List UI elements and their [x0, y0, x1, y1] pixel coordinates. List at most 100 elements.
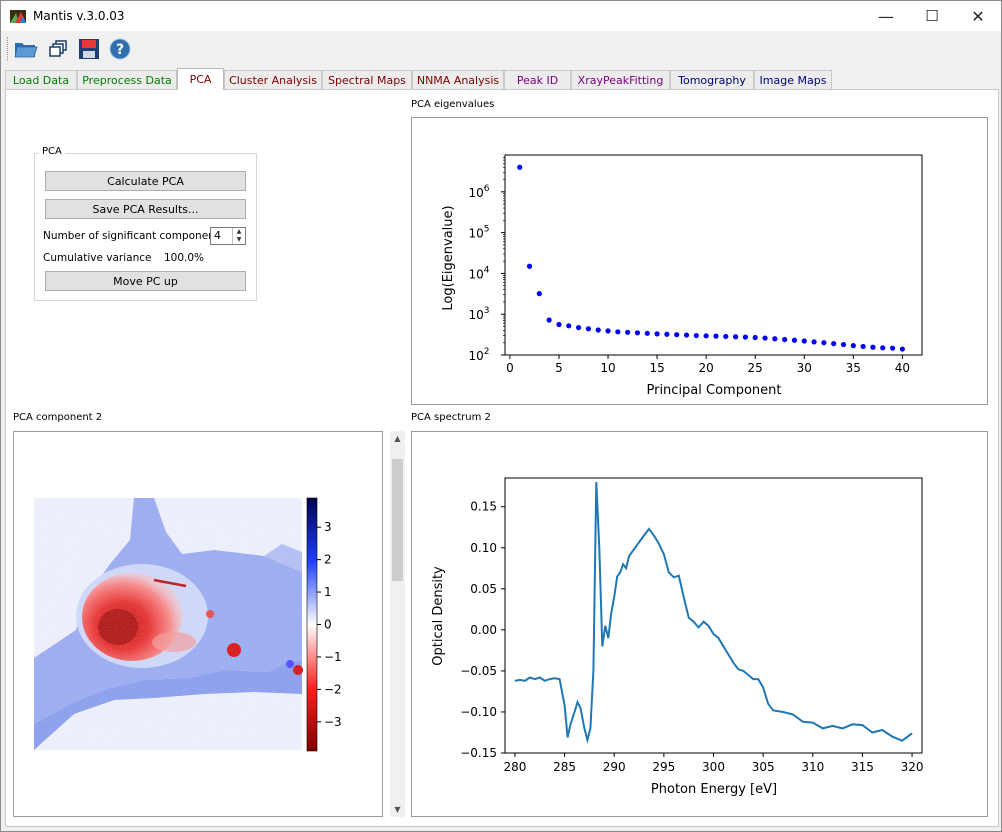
- eigen-point: [831, 341, 837, 347]
- colorbar-tick-label: 0: [324, 618, 332, 632]
- eigen-xtick-label: 15: [649, 361, 664, 375]
- eigen-point: [517, 164, 523, 170]
- eigen-ytick-label: 106: [468, 184, 489, 200]
- spectrum-ytick-label: 0.00: [470, 623, 497, 637]
- open-folder-button[interactable]: [13, 37, 39, 61]
- eigen-point: [595, 327, 601, 333]
- num-components-spinbox[interactable]: 4 ▲ ▼: [210, 227, 246, 245]
- tab-xray-peak-fitting[interactable]: XrayPeakFitting: [571, 70, 670, 90]
- num-components-value[interactable]: 4: [214, 229, 221, 242]
- eigen-point: [713, 333, 719, 339]
- tab-image-maps[interactable]: Image Maps: [754, 70, 832, 90]
- spectrum-plot-area: [504, 477, 923, 754]
- scroll-down-icon[interactable]: ▼: [394, 805, 401, 814]
- colorbar: [306, 497, 318, 752]
- vertical-scrollbar[interactable]: ▲ ▼: [390, 431, 405, 817]
- spectrum-xtick-label: 290: [603, 760, 626, 774]
- help-icon: ?: [109, 38, 131, 60]
- spectrum-xtick-label: 295: [652, 760, 675, 774]
- eigen-point: [732, 334, 739, 340]
- spin-arrows: ▲ ▼: [232, 228, 245, 244]
- help-button[interactable]: ?: [107, 37, 133, 61]
- mantis-app-icon: [10, 10, 26, 23]
- pca-groupbox: [34, 153, 257, 301]
- open-multiple-button[interactable]: [45, 37, 71, 61]
- tab-pca[interactable]: PCA: [177, 68, 224, 90]
- save-button[interactable]: [76, 37, 102, 61]
- eigen-point: [703, 333, 709, 339]
- colorbar-tick-label: −1: [324, 650, 342, 664]
- eigen-xtick-label: 0: [506, 361, 514, 375]
- move-pc-up-button[interactable]: Move PC up: [45, 271, 246, 291]
- tab-nnma-analysis[interactable]: NNMA Analysis: [412, 70, 504, 90]
- colorbar-tick-label: 1: [324, 585, 332, 599]
- spectrum-xtick-label: 285: [553, 760, 576, 774]
- spin-down-arrow-icon[interactable]: ▼: [236, 236, 242, 243]
- tab-tomography[interactable]: Tomography: [670, 70, 754, 90]
- eigenvalues-panel-title: PCA eigenvalues: [411, 99, 495, 110]
- eigen-point: [899, 346, 905, 352]
- spectrum-ytick-label: −0.10: [460, 705, 497, 719]
- eigen-xtick-label: 20: [699, 361, 714, 375]
- eigenvalues-chart: 0 5 10 15 20 25 30 35 40 102 103 104 105 106 Log(Eige…: [441, 154, 923, 398]
- eigen-point: [664, 331, 670, 337]
- spectrum-chart: 280 285 290 295 300 305 310 315 320 −0.15 −0.10 −0.…: [431, 477, 924, 797]
- cumulative-variance-value: 100.0%: [164, 252, 205, 264]
- eigen-xtick-label: 10: [600, 361, 615, 375]
- eigen-point: [644, 330, 650, 336]
- eigen-ylabel: Log(Eigenvalue): [441, 205, 456, 310]
- eigen-point: [821, 340, 827, 346]
- num-components-label: Number of significant components: [43, 230, 225, 242]
- title-bar: Mantis v.3.0.03 — ☐ ✕: [1, 1, 1001, 31]
- save-disk-icon: [79, 39, 99, 59]
- colorbar-tick-label: −2: [324, 682, 342, 696]
- eigen-point: [634, 330, 641, 336]
- eigen-point: [772, 336, 778, 342]
- tab-load-data[interactable]: Load Data: [5, 70, 77, 90]
- eigen-point: [683, 332, 690, 338]
- calculate-pca-button[interactable]: Calculate PCA: [45, 171, 246, 191]
- spectrum-ytick-label: −0.15: [460, 746, 497, 760]
- tab-preprocess-data[interactable]: Preprocess Data: [77, 70, 177, 90]
- spectrum-ylabel: Optical Density: [431, 566, 446, 666]
- component-image: 3 2 1 0 −1 −2 −3: [34, 497, 342, 752]
- save-pca-results-button[interactable]: Save PCA Results...: [45, 199, 246, 219]
- eigen-xtick-label: 40: [895, 361, 910, 375]
- tab-cluster-analysis[interactable]: Cluster Analysis: [224, 70, 322, 90]
- spectrum-ytick-label: 0.15: [470, 500, 497, 514]
- spectrum-xtick-label: 280: [503, 760, 526, 774]
- spectrum-xtick-label: 300: [702, 760, 725, 774]
- eigen-ytick-label: 104: [468, 265, 489, 281]
- scrollbar-thumb[interactable]: [392, 459, 403, 581]
- eigen-point: [556, 321, 562, 328]
- close-button[interactable]: ✕: [971, 6, 985, 26]
- eigen-point: [850, 342, 856, 349]
- spectrum-xlabel: Photon Energy [eV]: [651, 782, 777, 797]
- svg-text:?: ?: [116, 42, 124, 58]
- eigen-point: [791, 337, 798, 343]
- spectrum-series-line: [514, 482, 913, 744]
- component-image-frame: 3 2 1 0 −1 −2 −3: [13, 431, 383, 817]
- colorbar-tick-label: −3: [324, 715, 342, 729]
- eigen-ytick-label: 105: [468, 225, 489, 241]
- tab-peak-id[interactable]: Peak ID: [504, 70, 571, 90]
- stacked-windows-icon: [49, 40, 67, 57]
- eigen-point: [742, 334, 748, 340]
- eigen-point: [674, 332, 680, 338]
- tab-spectral-maps[interactable]: Spectral Maps: [322, 70, 412, 90]
- scroll-up-icon[interactable]: ▲: [394, 434, 401, 443]
- eigen-point: [654, 331, 660, 337]
- colorbar-tick-label: 3: [324, 520, 332, 534]
- minimize-button[interactable]: —: [878, 6, 894, 26]
- spin-up-arrow-icon[interactable]: ▲: [236, 228, 242, 235]
- eigen-point: [625, 329, 631, 335]
- cumulative-variance-label: Cumulative variance: [43, 252, 152, 264]
- maximize-button[interactable]: ☐: [925, 7, 939, 25]
- eigen-point: [526, 263, 533, 269]
- eigen-xtick-label: 25: [748, 361, 763, 375]
- eigen-point: [782, 336, 788, 343]
- eigen-point: [889, 345, 896, 351]
- colorbar-tick-label: 2: [324, 553, 332, 567]
- eigen-point: [880, 345, 886, 351]
